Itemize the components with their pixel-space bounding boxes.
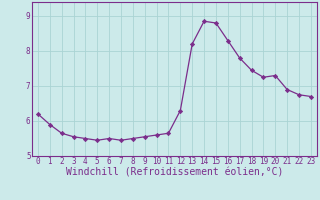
X-axis label: Windchill (Refroidissement éolien,°C): Windchill (Refroidissement éolien,°C) [66,168,283,178]
